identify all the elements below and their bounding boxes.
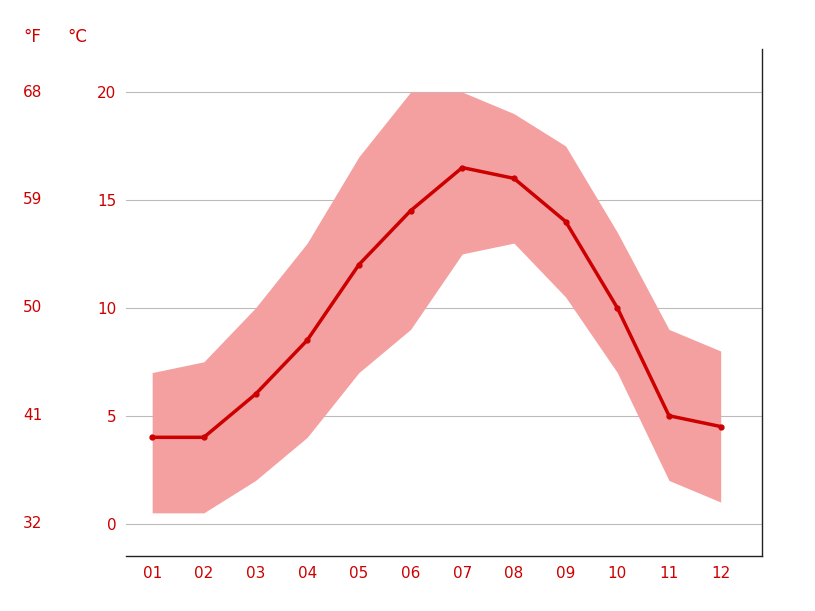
Text: 41: 41 xyxy=(23,408,42,423)
Text: 50: 50 xyxy=(23,301,42,315)
Text: 59: 59 xyxy=(23,192,42,208)
Text: °F: °F xyxy=(24,28,42,46)
Text: °C: °C xyxy=(68,28,87,46)
Text: 32: 32 xyxy=(23,516,42,531)
Text: 68: 68 xyxy=(23,84,42,100)
